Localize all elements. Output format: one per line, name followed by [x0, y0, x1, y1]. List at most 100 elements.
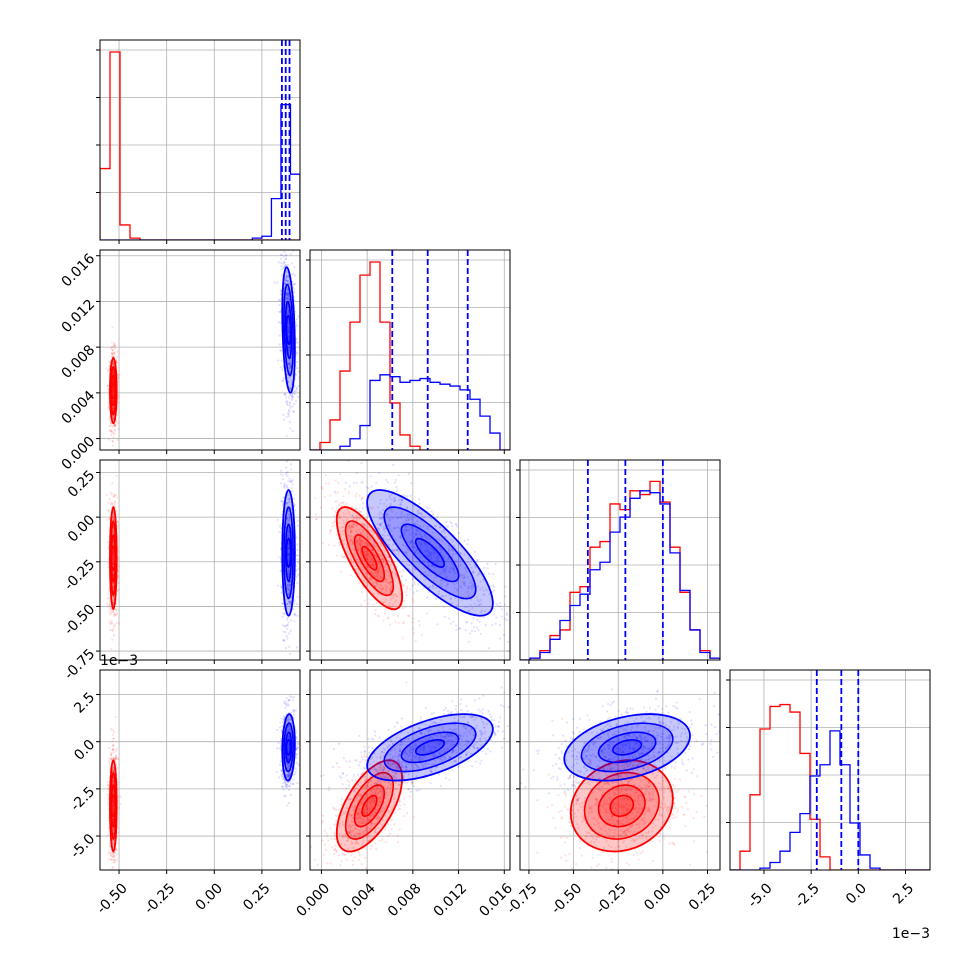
scatter-point — [107, 408, 111, 411]
scatter-point — [287, 294, 290, 297]
scatter-point — [416, 590, 419, 593]
scatter-point — [287, 530, 290, 534]
scatter-point — [277, 298, 281, 301]
scatter-point — [291, 479, 294, 482]
scatter-point — [443, 615, 446, 619]
scatter-point — [329, 531, 332, 535]
scatter-point — [288, 570, 291, 573]
scatter-point — [285, 402, 288, 405]
scatter-point — [284, 646, 288, 650]
scatter-point — [361, 502, 364, 505]
scatter-point — [291, 395, 294, 399]
scatter-point — [281, 253, 284, 257]
scatter-point — [285, 501, 289, 504]
scatter-point — [113, 428, 116, 431]
scatter-point — [507, 650, 510, 653]
scatter-point — [354, 494, 357, 498]
scatter-point — [287, 347, 290, 351]
scatter-point — [282, 500, 285, 503]
scatter-point — [279, 349, 282, 352]
scatter-point — [112, 495, 115, 498]
scatter-point — [282, 379, 285, 383]
scatter-point — [111, 556, 114, 559]
scatter-point — [402, 621, 405, 624]
scatter-point — [281, 478, 285, 481]
scatter-point — [108, 498, 111, 501]
scatter-point — [287, 601, 290, 604]
scatter-point — [117, 588, 120, 591]
scatter-point — [110, 346, 113, 349]
scatter-point — [413, 581, 416, 584]
scatter-point — [111, 467, 113, 469]
scatter-point — [333, 490, 337, 493]
scatter-point — [111, 610, 115, 614]
scatter-point — [476, 626, 479, 629]
scatter-point — [395, 489, 399, 492]
scatter-point — [287, 552, 290, 555]
scatter-point — [106, 592, 110, 595]
scatter-point — [447, 525, 450, 528]
scatter-point — [111, 554, 115, 557]
scatter-point — [106, 597, 109, 600]
scatter-point — [286, 293, 289, 296]
scatter-point — [284, 257, 288, 260]
scatter-point — [287, 573, 290, 576]
scatter-point — [112, 387, 115, 390]
scatter-point — [284, 279, 287, 282]
scatter-point — [107, 793, 110, 796]
scatter-point — [472, 625, 476, 629]
scatter-point — [111, 733, 115, 736]
density-contour — [110, 545, 117, 571]
scatter-point — [334, 510, 337, 513]
scatter-point — [114, 624, 117, 627]
scatter-point — [476, 618, 479, 621]
scatter-point — [112, 387, 115, 390]
scatter-point — [111, 556, 115, 559]
scatter-point — [449, 622, 453, 625]
scatter-point — [110, 611, 113, 614]
scatter-point — [498, 624, 501, 627]
scatter-point — [111, 628, 114, 632]
scatter-point — [285, 466, 288, 469]
scatter-point — [500, 608, 503, 611]
scatter-point — [286, 312, 289, 315]
scatter-point — [110, 852, 113, 855]
scatter-point — [109, 491, 112, 494]
scatter-point — [108, 610, 111, 613]
scatter-point — [281, 503, 285, 506]
scatter-point — [280, 586, 283, 589]
scatter-point — [285, 297, 288, 300]
scatter-point — [289, 406, 292, 409]
scatter-point — [278, 334, 281, 337]
scatter-point — [288, 494, 291, 497]
scatter-point — [113, 860, 116, 864]
scatter-point — [108, 858, 111, 861]
scatter-point — [287, 576, 290, 579]
scatter-point — [114, 614, 117, 617]
scatter-point — [116, 355, 119, 359]
scatter-point — [288, 569, 291, 572]
scatter-point — [281, 624, 285, 627]
scatter-point — [108, 429, 112, 432]
scatter-point — [342, 501, 345, 504]
scatter-point — [324, 474, 327, 477]
scatter-point — [112, 372, 115, 376]
scatter-point — [319, 506, 323, 509]
scatter-point — [112, 513, 115, 516]
scatter-point — [108, 762, 111, 765]
scatter-point — [111, 558, 114, 561]
scatter-point — [292, 497, 296, 500]
scatter-point — [374, 612, 377, 616]
scatter-point — [327, 543, 330, 547]
scatter-point — [496, 604, 499, 607]
scatter-point — [287, 587, 291, 590]
histogram-red — [520, 480, 720, 660]
scatter-point — [111, 440, 114, 443]
scatter-point — [112, 380, 115, 383]
scatter-point — [112, 555, 115, 559]
scatter-point — [335, 533, 338, 536]
scatter-point — [296, 603, 299, 606]
scatter-point — [112, 351, 115, 354]
scatter-point — [112, 387, 115, 390]
scatter-point — [279, 569, 282, 572]
